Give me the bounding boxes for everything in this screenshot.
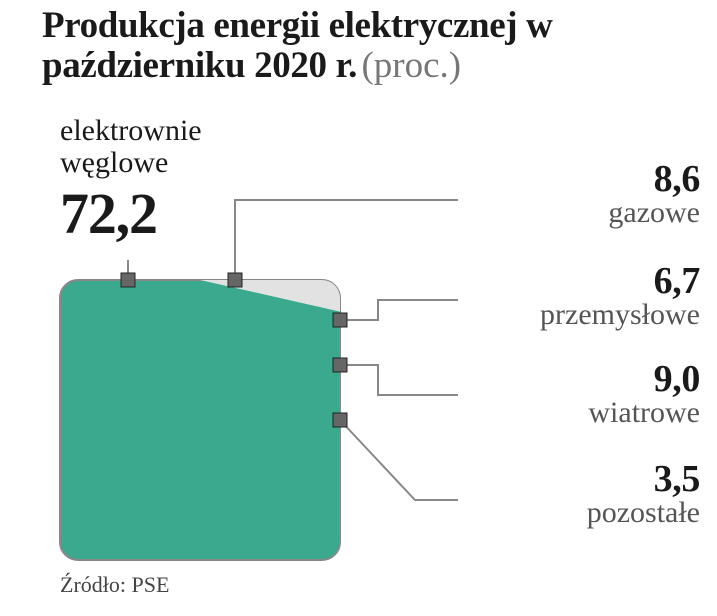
label: pozostałe xyxy=(587,498,700,528)
value-label-gazowe: 8,6gazowe xyxy=(608,160,700,228)
leader-wiatrowe xyxy=(340,365,458,395)
marker-przemysłowe xyxy=(333,313,347,327)
value-label-pozostałe: 3,5pozostałe xyxy=(587,460,700,528)
pie-base-square xyxy=(60,280,340,560)
leader-przemysłowe xyxy=(340,300,458,320)
chart-stage: Produkcja energii elektrycznej w paździe… xyxy=(0,0,717,616)
marker-wiatrowe xyxy=(333,358,347,372)
label: wiatrowe xyxy=(588,398,700,428)
value: 3,5 xyxy=(587,460,700,498)
value-label-wiatrowe: 9,0wiatrowe xyxy=(588,360,700,428)
leader-pozostałe xyxy=(340,420,458,500)
label: gazowe xyxy=(608,198,700,228)
marker-gazowe xyxy=(228,273,242,287)
leader-gazowe xyxy=(235,200,458,280)
value: 9,0 xyxy=(588,360,700,398)
marker-main xyxy=(121,273,135,287)
marker-pozostałe xyxy=(333,413,347,427)
value: 6,7 xyxy=(540,262,700,300)
source-label: Źródło: PSE xyxy=(60,572,169,598)
label: przemysłowe xyxy=(540,300,700,330)
pie-wedge-przemysłowe xyxy=(200,128,348,280)
value-label-przemysłowe: 6,7przemysłowe xyxy=(540,262,700,330)
pie-wedge-gazowe xyxy=(200,128,289,280)
value: 8,6 xyxy=(608,160,700,198)
